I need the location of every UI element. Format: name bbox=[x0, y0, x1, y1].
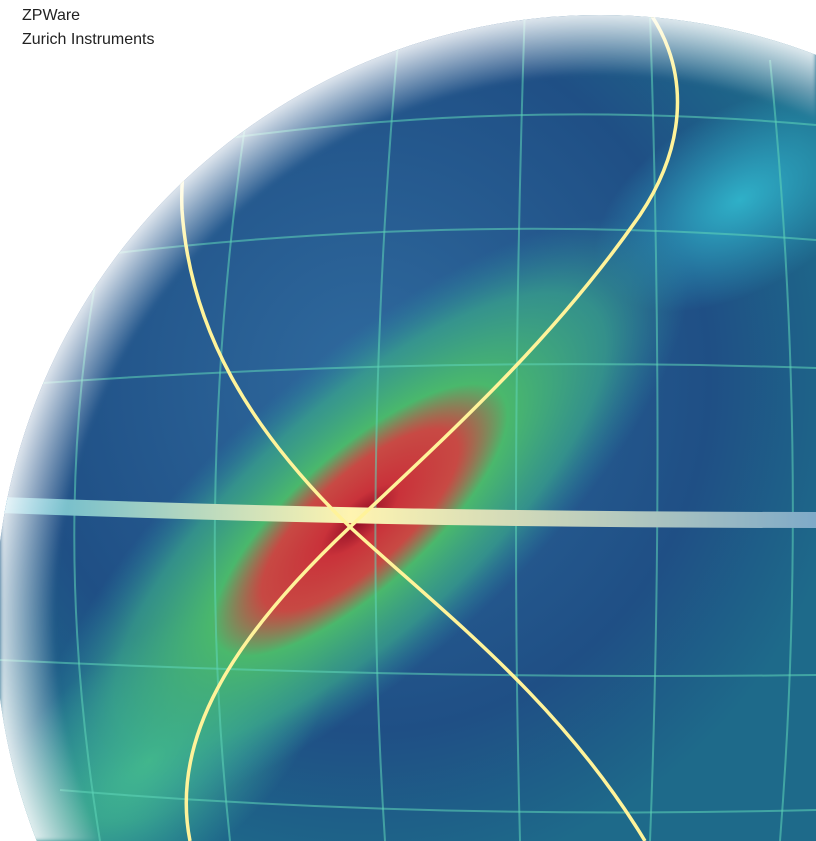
brand: ZPWare Zurich Instruments bbox=[22, 4, 154, 52]
product-name: ZPWare bbox=[22, 7, 81, 24]
company-name: Zurich Instruments bbox=[22, 31, 155, 48]
